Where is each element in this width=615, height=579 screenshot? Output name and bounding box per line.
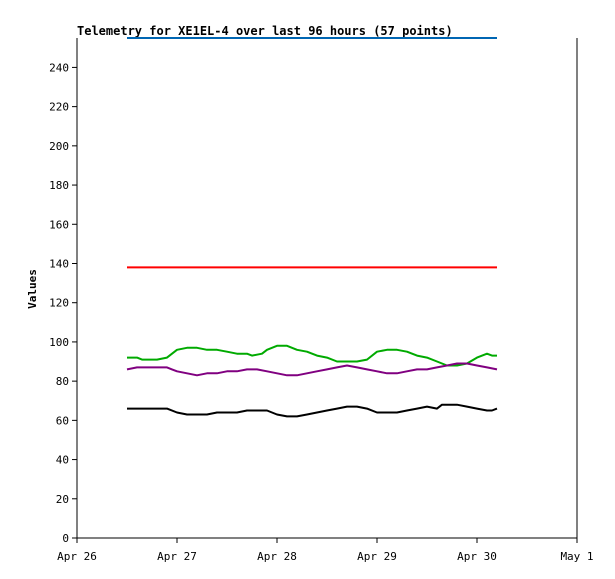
y-tick-label: 80 xyxy=(56,375,69,388)
x-tick-label: Apr 26 xyxy=(57,550,97,563)
y-tick-label: 200 xyxy=(49,140,69,153)
y-tick-label: 120 xyxy=(49,297,69,310)
y-tick-label: 100 xyxy=(49,336,69,349)
x-tick-label: Apr 30 xyxy=(457,550,497,563)
x-tick-label: Apr 29 xyxy=(357,550,397,563)
y-tick-label: 0 xyxy=(62,532,69,545)
y-axis-label: Values xyxy=(26,269,39,309)
chart-title: Telemetry for XE1EL-4 over last 96 hours… xyxy=(77,24,453,38)
y-tick-label: 240 xyxy=(49,61,69,74)
series-line xyxy=(127,403,498,418)
plot-frame xyxy=(76,38,578,539)
y-tick-label: 40 xyxy=(56,454,69,467)
series-layer xyxy=(126,37,498,418)
x-tick-label: Apr 27 xyxy=(157,550,197,563)
y-tick-label: 20 xyxy=(56,493,69,506)
y-tick-label: 180 xyxy=(49,179,69,192)
x-tick-label: May 1 xyxy=(560,550,593,563)
series-line xyxy=(127,344,497,367)
y-tick-label: 220 xyxy=(49,101,69,114)
x-tick-label: Apr 28 xyxy=(257,550,297,563)
series-line xyxy=(126,362,498,377)
y-axis-ticks: 0 20 40 60 80 100 120 140 160 180 200 220 240 xyxy=(49,61,77,545)
y-tick-label: 160 xyxy=(49,218,69,231)
x-axis-ticks: Apr 26 Apr 27 Apr 28 Apr 29 Apr 30 May 1 xyxy=(57,538,594,563)
y-tick-label: 140 xyxy=(49,257,69,270)
y-tick-label: 60 xyxy=(56,414,69,427)
